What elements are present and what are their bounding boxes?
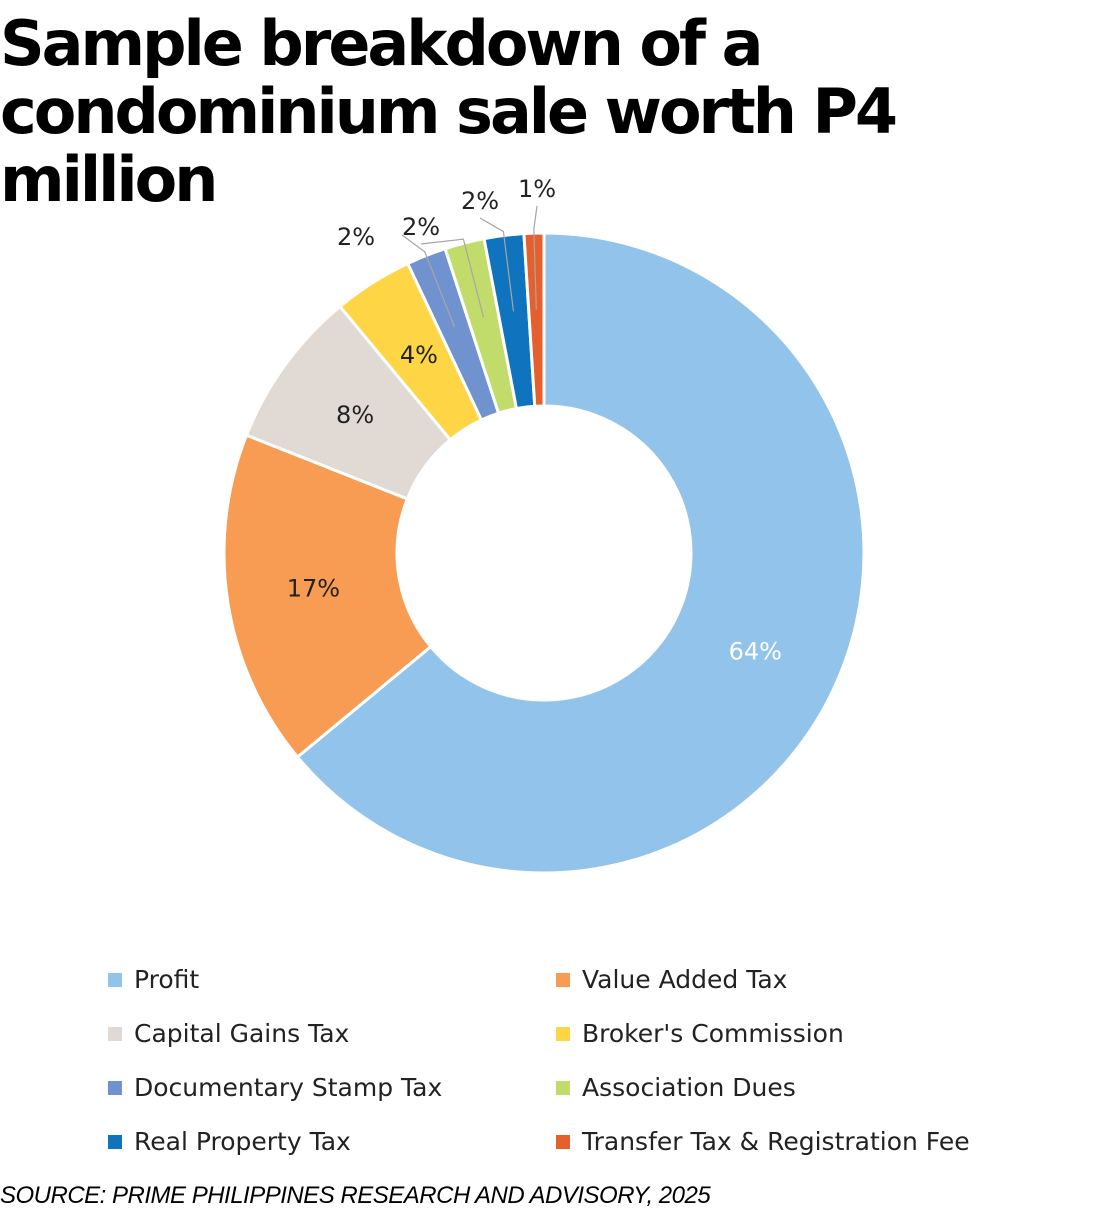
legend-item-documentary-stamp-tax: Documentary Stamp Tax [108,1073,442,1102]
legend-swatch-real-property-tax [108,1134,122,1149]
legend-label-association-dues: Association Dues [582,1073,796,1102]
legend-swatch-broker-s-commission [556,1026,570,1041]
legend-item-real-property-tax: Real Property Tax [108,1127,351,1156]
legend-item-profit: Profit [108,965,199,994]
leader-line-real-property-tax [479,217,515,312]
slice-value-added-tax [222,433,433,760]
legend-label-transfer-tax-registration-fee: Transfer Tax & Registration Fee [582,1127,970,1156]
legend-label-profit: Profit [134,965,200,994]
legend-swatch-profit [108,972,122,987]
data-label-value-added-tax: 17% [287,575,340,603]
data-label-broker-s-commission: 4% [400,341,438,369]
legend-swatch-association-dues [556,1080,570,1095]
legend-swatch-value-added-tax [556,972,570,987]
legend-item-value-added-tax: Value Added Tax [556,965,787,994]
data-label-real-property-tax: 2% [461,187,499,215]
legend-item-transfer-tax-registration-fee: Transfer Tax & Registration Fee [556,1127,970,1156]
legend-item-capital-gains-tax: Capital Gains Tax [108,1019,349,1048]
data-label-transfer-tax-registration-fee: 1% [518,175,556,203]
chart-legend: Profit Value Added Tax Capital Gains Tax Br… [0,955,1101,1175]
leader-line-documentary-stamp-tax [401,234,455,327]
legend-swatch-transfer-tax-registration-fee [556,1134,570,1149]
data-label-documentary-stamp-tax: 2% [337,223,375,251]
leader-line-transfer-tax-registration-fee [533,205,538,310]
legend-label-capital-gains-tax: Capital Gains Tax [134,1019,350,1048]
legend-label-documentary-stamp-tax: Documentary Stamp Tax [134,1073,443,1102]
legend-swatch-documentary-stamp-tax [108,1080,122,1095]
data-label-association-dues: 2% [402,213,440,241]
slice-transfer-tax-registration-fee [522,231,546,408]
data-label-profit: 64% [729,637,782,665]
legend-item-association-dues: Association Dues [556,1073,796,1102]
legend-label-real-property-tax: Real Property Tax [134,1127,351,1156]
leader-line-association-dues [420,238,485,318]
legend-item-broker-s-commission: Broker's Commission [556,1019,844,1048]
donut-chart: 64% 17% 8% 4% 2% 2% 2% 1% [222,175,866,875]
legend-label-broker-s-commission: Broker's Commission [582,1019,844,1048]
source-note: SOURCE: PRIME PHILIPPINES RESEARCH AND A… [0,1182,711,1209]
chart-title: Sample breakdown of a condominium sale w… [0,7,898,216]
slice-profit [295,231,866,875]
legend-swatch-capital-gains-tax [108,1026,122,1041]
data-label-capital-gains-tax: 8% [336,401,374,429]
legend-label-value-added-tax: Value Added Tax [582,965,788,994]
